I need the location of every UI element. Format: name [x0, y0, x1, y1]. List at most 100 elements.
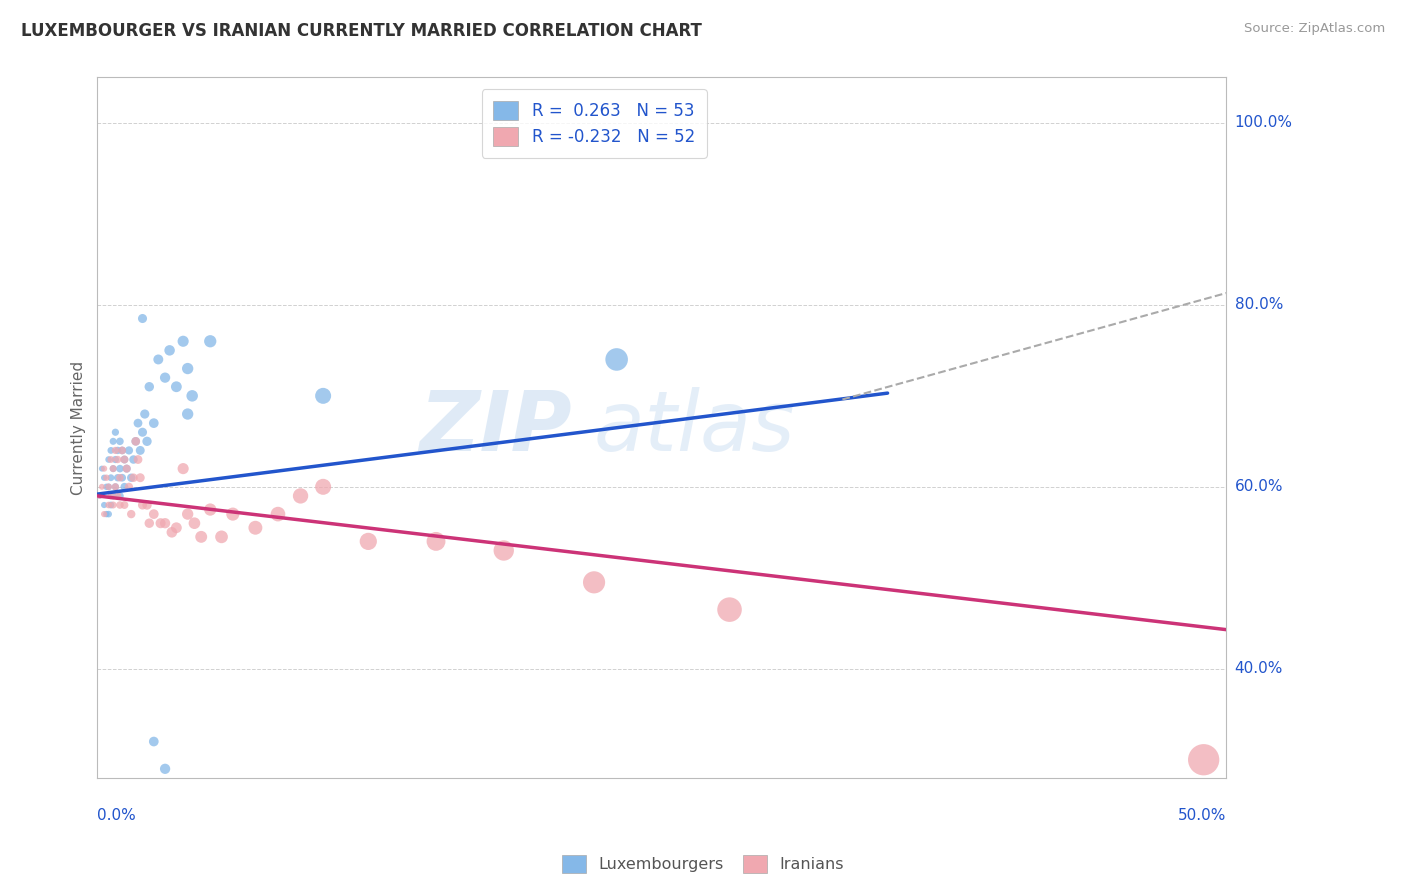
Point [606, 352, 628, 367]
Point [176, 507, 198, 521]
Point [108, 434, 131, 449]
Point [165, 521, 187, 535]
Point [200, 502, 222, 516]
Point [245, 521, 267, 535]
Point [138, 516, 160, 531]
Point [97, 507, 120, 521]
Point [176, 361, 198, 376]
Point [97, 480, 120, 494]
Point [200, 334, 222, 349]
Point [114, 480, 136, 494]
Point [89, 489, 111, 503]
Point [120, 507, 142, 521]
Text: LUXEMBOURGER VS IRANIAN CURRENTLY MARRIED CORRELATION CHART: LUXEMBOURGER VS IRANIAN CURRENTLY MARRIE… [21, 22, 702, 40]
Point [131, 311, 153, 326]
Point [131, 425, 153, 440]
Point [160, 525, 183, 540]
Point [142, 416, 165, 430]
Point [127, 452, 149, 467]
Point [100, 489, 122, 503]
Point [149, 516, 172, 531]
Point [1192, 753, 1215, 767]
Point [96, 507, 118, 521]
Point [136, 498, 159, 512]
Point [492, 543, 515, 558]
Point [104, 425, 127, 440]
Point [111, 443, 134, 458]
Text: 80.0%: 80.0% [1234, 297, 1282, 312]
Point [181, 389, 204, 403]
Point [159, 343, 181, 358]
Point [115, 461, 138, 475]
Point [100, 498, 122, 512]
Point [107, 443, 129, 458]
Point [290, 489, 312, 503]
Point [97, 480, 120, 494]
Point [114, 452, 136, 467]
Point [100, 471, 122, 485]
Point [125, 434, 148, 449]
Text: 50.0%: 50.0% [1178, 808, 1226, 823]
Point [93, 498, 115, 512]
Point [718, 602, 741, 616]
Point [93, 471, 115, 485]
Point [120, 471, 142, 485]
Point [101, 461, 124, 475]
Point [96, 471, 118, 485]
Legend: Luxembourgers, Iranians: Luxembourgers, Iranians [555, 848, 851, 880]
Point [100, 452, 122, 467]
Point [122, 471, 145, 485]
Point [101, 489, 124, 503]
Point [100, 443, 122, 458]
Point [129, 471, 152, 485]
Point [125, 434, 148, 449]
Text: ZIP: ZIP [419, 387, 571, 468]
Text: atlas: atlas [595, 387, 796, 468]
Point [172, 334, 194, 349]
Text: 40.0%: 40.0% [1234, 661, 1282, 676]
Point [107, 471, 129, 485]
Point [153, 516, 176, 531]
Point [97, 452, 120, 467]
Point [89, 489, 111, 503]
Point [312, 480, 335, 494]
Point [101, 461, 124, 475]
Point [267, 507, 290, 521]
Point [101, 498, 124, 512]
Point [165, 380, 187, 394]
Point [176, 407, 198, 421]
Point [153, 370, 176, 384]
Text: 100.0%: 100.0% [1234, 115, 1292, 130]
Point [114, 452, 136, 467]
Point [131, 498, 153, 512]
Point [90, 480, 112, 494]
Point [96, 480, 118, 494]
Point [425, 534, 447, 549]
Point [138, 380, 160, 394]
Point [312, 389, 335, 403]
Point [108, 461, 131, 475]
Point [134, 407, 156, 421]
Text: Source: ZipAtlas.com: Source: ZipAtlas.com [1244, 22, 1385, 36]
Point [104, 480, 127, 494]
Point [118, 443, 141, 458]
Point [104, 480, 127, 494]
Point [357, 534, 380, 549]
Point [190, 530, 212, 544]
Point [93, 461, 115, 475]
Point [93, 507, 115, 521]
Point [118, 480, 141, 494]
Point [108, 489, 131, 503]
Point [104, 443, 127, 458]
Point [129, 443, 152, 458]
Point [115, 461, 138, 475]
Y-axis label: Currently Married: Currently Married [72, 360, 86, 495]
Point [222, 507, 245, 521]
Point [583, 575, 606, 590]
Point [97, 498, 120, 512]
Point [153, 762, 176, 776]
Point [90, 461, 112, 475]
Point [107, 489, 129, 503]
Point [114, 498, 136, 512]
Point [111, 471, 134, 485]
